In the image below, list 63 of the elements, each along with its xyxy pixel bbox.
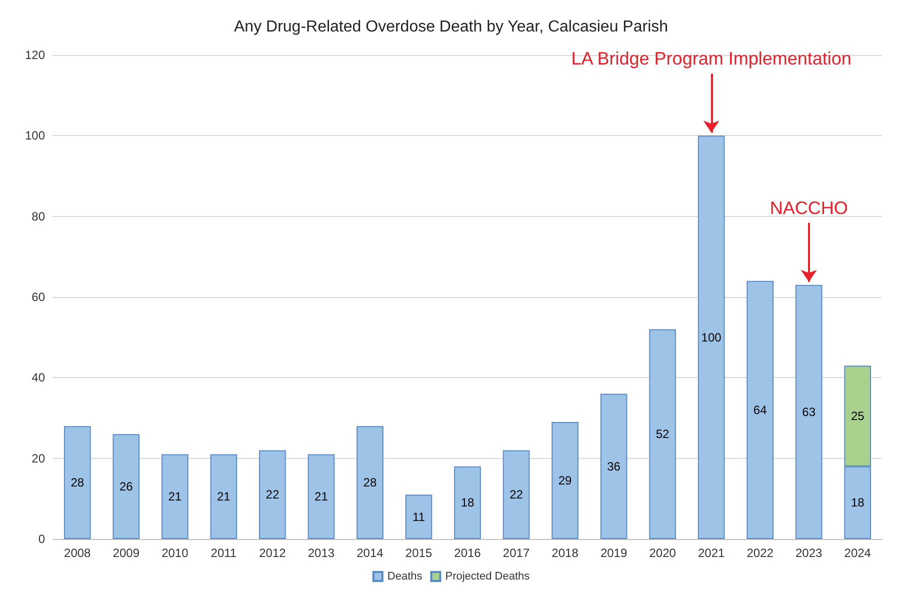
- x-tick-label: 2014: [356, 546, 384, 560]
- data-label: 22: [510, 488, 524, 502]
- bar: [698, 136, 725, 539]
- data-label: 25: [850, 408, 865, 423]
- bar: [746, 280, 774, 539]
- data-label: 36: [607, 459, 621, 474]
- x-tick-label: 2024: [844, 546, 872, 560]
- x-tick-label: 2009: [112, 546, 140, 560]
- chart-title: Any Drug-Related Overdose Death by Year, Calcasieu Parish: [234, 18, 668, 36]
- y-tick-label: 80: [32, 209, 46, 224]
- annotation: NACCHO: [770, 198, 848, 218]
- bar: [162, 454, 188, 539]
- data-label: 64: [753, 402, 768, 417]
- y-tick-label: 60: [32, 290, 46, 304]
- data-label: 21: [168, 490, 182, 504]
- y-tick-label: 40: [32, 370, 46, 385]
- bar: [259, 450, 286, 539]
- x-tick-label: 2015: [405, 546, 432, 560]
- data-label: 11: [412, 510, 426, 524]
- x-tick-label: 2008: [64, 546, 92, 560]
- bar: [356, 426, 384, 539]
- x-tick-label: 2018: [552, 546, 579, 560]
- bar: [600, 394, 628, 539]
- bar: [308, 454, 335, 539]
- data-label: 28: [70, 476, 84, 490]
- data-label: 100: [701, 330, 722, 344]
- x-tick-label: 2017: [502, 546, 530, 560]
- annotation: LA Bridge Program Implementation: [571, 48, 852, 69]
- y-tick-label: 120: [24, 48, 46, 62]
- x-tick-label: 2023: [796, 546, 823, 560]
- x-tick-label: 2019: [600, 546, 628, 560]
- x-tick-label: 2022: [746, 546, 774, 560]
- x-tick-label: 2011: [210, 546, 237, 560]
- bar: [649, 329, 676, 539]
- bar: [502, 450, 530, 539]
- x-tick-label: 2020: [649, 546, 676, 560]
- data-label: 52: [656, 427, 670, 442]
- bar: [405, 494, 432, 539]
- bar: [210, 454, 238, 539]
- data-label: 29: [558, 474, 572, 488]
- bar: [552, 422, 578, 539]
- bar: [112, 434, 140, 539]
- legend-label: Projected Deaths: [445, 570, 530, 582]
- data-label: 63: [802, 404, 816, 419]
- data-label: 21: [216, 490, 231, 504]
- legend-label: Deaths: [387, 570, 423, 582]
- bar: [454, 466, 481, 539]
- x-tick-label: 2012: [259, 546, 286, 560]
- x-tick-label: 2013: [308, 546, 335, 560]
- bar: [64, 426, 91, 539]
- x-tick-label: 2016: [454, 546, 482, 560]
- data-label: 28: [363, 476, 377, 490]
- data-label: 18: [460, 496, 474, 510]
- y-tick-label: 0: [38, 532, 46, 546]
- x-tick-label: 2010: [162, 546, 189, 560]
- data-label: 18: [850, 496, 865, 510]
- data-label: 26: [119, 480, 134, 494]
- x-tick-label: 2021: [698, 546, 725, 560]
- data-label: 21: [314, 490, 328, 504]
- y-tick-label: 100: [24, 128, 46, 143]
- y-tick-label: 20: [32, 451, 46, 466]
- bar: [795, 284, 822, 539]
- data-label: 22: [266, 488, 280, 502]
